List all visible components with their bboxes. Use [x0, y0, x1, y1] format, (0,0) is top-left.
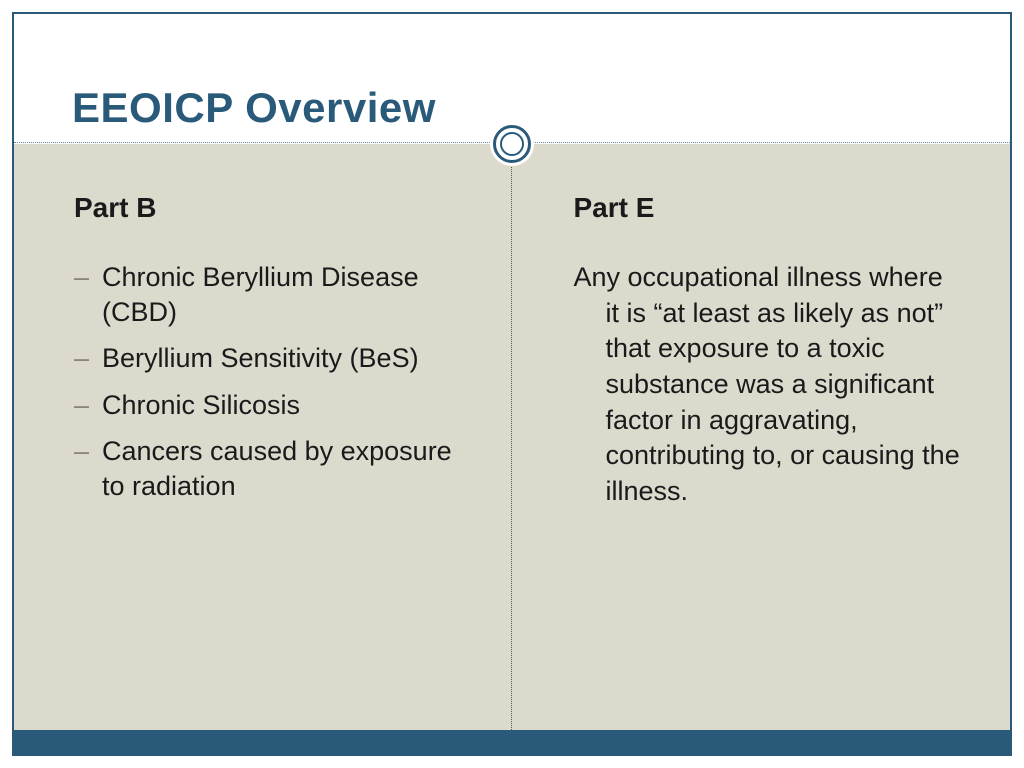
part-b-list: Chronic Beryllium Disease (CBD) Berylliu…	[74, 260, 461, 503]
part-e-paragraph: Any occupational illness where it is “at…	[606, 260, 961, 509]
list-item: Cancers caused by exposure to radiation	[74, 434, 461, 503]
list-item: Chronic Beryllium Disease (CBD)	[74, 260, 461, 329]
slide-title: EEOICP Overview	[72, 84, 436, 132]
part-b-heading: Part B	[74, 192, 461, 224]
list-item: Chronic Silicosis	[74, 388, 461, 423]
body-area: Part B Chronic Beryllium Disease (CBD) B…	[14, 144, 1010, 730]
bottom-accent-bar	[14, 730, 1010, 754]
list-item: Beryllium Sensitivity (BeS)	[74, 341, 461, 376]
column-part-b: Part B Chronic Beryllium Disease (CBD) B…	[14, 144, 512, 730]
ring-ornament-icon	[490, 122, 534, 166]
column-part-e: Part E Any occupational illness where it…	[512, 144, 1011, 730]
part-e-heading: Part E	[574, 192, 961, 224]
slide-frame: EEOICP Overview Part B Chronic Beryllium…	[12, 12, 1012, 756]
